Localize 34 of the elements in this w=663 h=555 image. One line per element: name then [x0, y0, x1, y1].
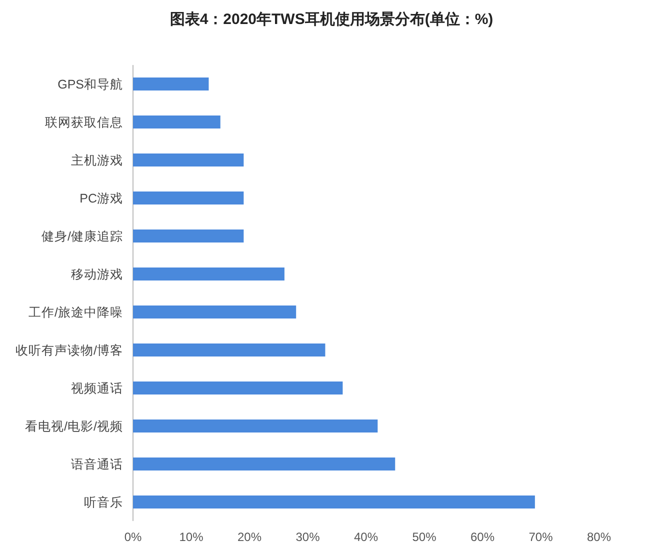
y-tick-label: 移动游戏	[71, 268, 123, 282]
bar	[133, 78, 209, 90]
y-tick-label: 看电视/电影/视频	[25, 420, 123, 434]
y-tick-label: PC游戏	[80, 192, 123, 206]
y-tick-label: 听音乐	[84, 496, 123, 510]
x-tick-label: 30%	[296, 530, 320, 544]
bar	[133, 496, 535, 508]
bar	[133, 192, 244, 204]
bar	[133, 230, 244, 242]
bar	[133, 382, 343, 394]
x-tick-label: 10%	[179, 530, 204, 544]
bar	[133, 458, 396, 470]
bar	[133, 420, 378, 432]
bar	[133, 154, 244, 166]
x-tick-label: 20%	[237, 530, 262, 544]
bar	[133, 268, 284, 280]
y-tick-label: 视频通话	[71, 382, 123, 396]
y-tick-label: GPS和导航	[58, 78, 123, 92]
chart-title: 图表4：2020年TWS耳机使用场景分布(单位：%)	[170, 11, 494, 28]
bar	[133, 344, 326, 356]
x-tick-label: 0%	[124, 530, 142, 544]
x-tick-label: 50%	[412, 530, 437, 544]
y-tick-label: 联网获取信息	[45, 116, 123, 130]
bar	[133, 306, 296, 318]
x-tick-label: 60%	[470, 530, 495, 544]
y-tick-label: 工作/旅途中降噪	[28, 306, 123, 320]
y-tick-label: 主机游戏	[71, 152, 123, 168]
bar	[133, 116, 220, 128]
x-tick-label: 80%	[586, 530, 612, 544]
x-tick-label: 70%	[528, 530, 554, 544]
y-tick-label: 语音通话	[71, 458, 123, 472]
y-tick-label: 收听有声读物/博客	[16, 342, 123, 358]
y-tick-label: 健身/健康追踪	[42, 230, 123, 244]
x-tick-label: 40%	[354, 530, 378, 544]
